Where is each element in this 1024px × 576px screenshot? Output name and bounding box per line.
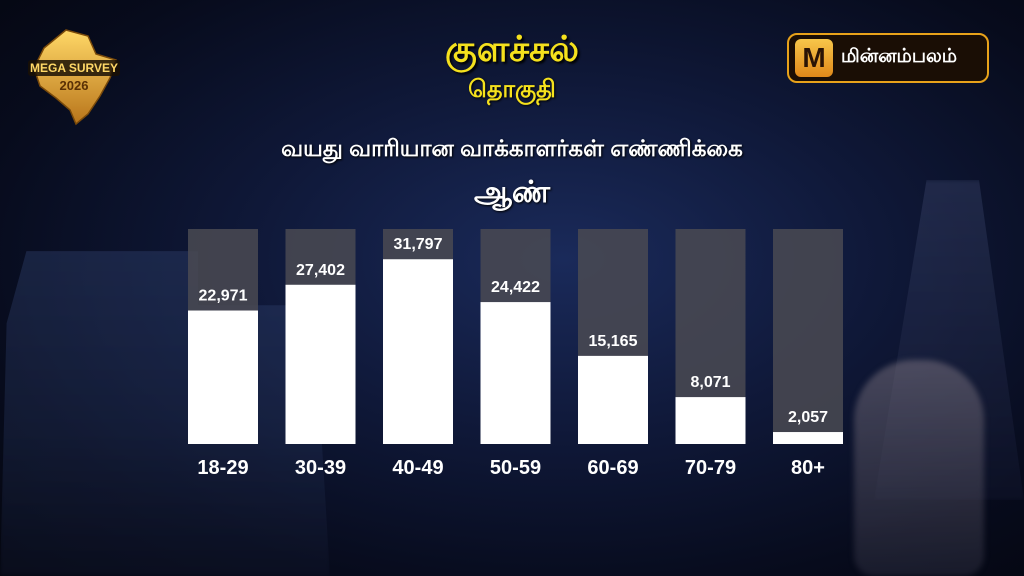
bar-track: [773, 229, 843, 444]
category-label: 18-29: [197, 457, 248, 479]
brand-name: மின்னம்பலம்: [841, 46, 958, 67]
background-building: [0, 251, 330, 576]
data-label: 22,971: [199, 288, 248, 305]
logo-line-2: 2026: [60, 78, 89, 93]
bar-70-79: [675, 397, 746, 444]
bar-40-49: [383, 259, 453, 444]
m-logo-icon: M: [795, 39, 833, 77]
data-label: 15,165: [589, 333, 638, 350]
mega-survey-logo: MEGA SURVEY 2026: [26, 26, 122, 126]
data-label: 24,422: [491, 279, 540, 296]
data-label: 8,071: [690, 374, 730, 391]
logo-line-1: MEGA SURVEY: [30, 61, 118, 75]
category-label: 50-59: [490, 457, 541, 479]
data-label: 2,057: [788, 409, 828, 426]
gender-label: ஆண்: [473, 176, 551, 209]
category-label: 70-79: [685, 457, 736, 479]
data-label: 27,402: [296, 262, 345, 279]
category-label: 60-69: [587, 457, 638, 479]
bar-30-39: [285, 284, 356, 444]
bar-50-59: [480, 302, 551, 444]
category-label: 40-49: [392, 457, 443, 479]
constituency-title: குளச்சல்: [444, 28, 579, 69]
bar-80+: [773, 432, 843, 444]
bar-18-29: [188, 310, 258, 444]
constituency-subtitle: தொகுதி: [468, 76, 556, 103]
category-label: 30-39: [295, 457, 346, 479]
minnambalam-logo: M மின்னம்பலம்: [787, 33, 989, 83]
background-hand: [854, 360, 984, 576]
category-label: 80+: [791, 457, 825, 479]
chart-heading: வயது வாரியான வாக்காளர்கள் எண்ணிக்கை: [281, 135, 743, 161]
data-label: 31,797: [394, 236, 443, 253]
bar-60-69: [578, 355, 648, 444]
